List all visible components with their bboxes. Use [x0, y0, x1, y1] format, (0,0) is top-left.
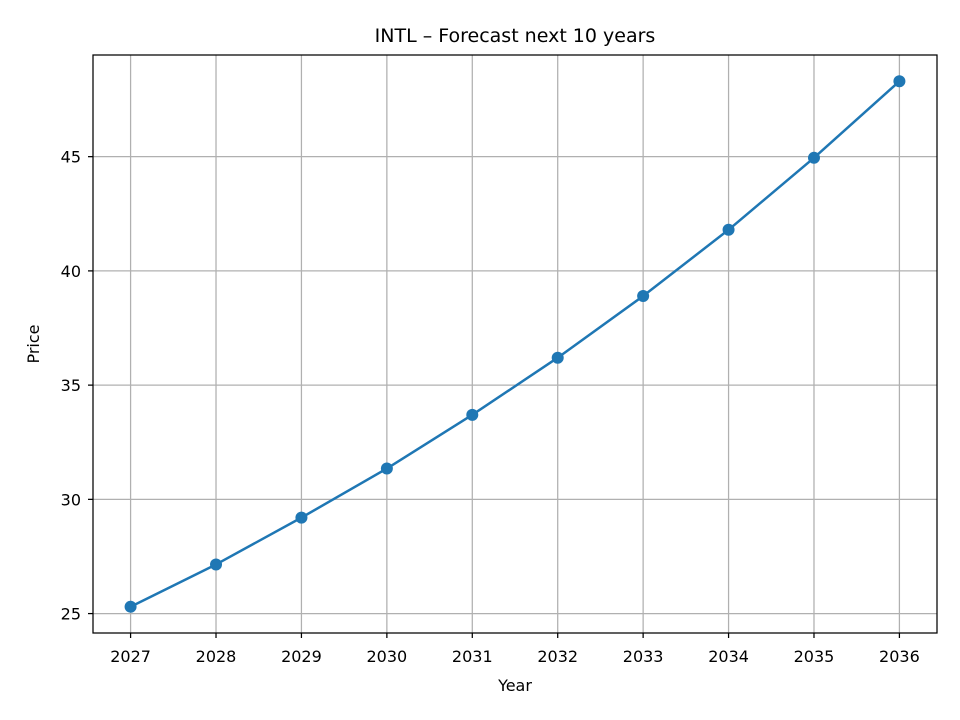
- x-tick-label: 2028: [196, 647, 237, 666]
- y-axis-title: Price: [24, 324, 43, 363]
- data-point: [124, 600, 137, 613]
- x-tick-label: 2031: [452, 647, 493, 666]
- data-point: [210, 558, 223, 571]
- x-tick-label: 2032: [537, 647, 578, 666]
- x-tick-label: 2030: [367, 647, 408, 666]
- y-tick-label: 40: [61, 262, 81, 281]
- x-axis-title: Year: [497, 676, 532, 695]
- ticks: 2027 2028 2029 2030 2031 2032 2033 2034 2035 2036…: [61, 148, 920, 666]
- data-point: [551, 351, 564, 364]
- y-tick-label: 30: [61, 490, 81, 509]
- y-tick-label: 45: [61, 148, 81, 167]
- x-tick-label: 2027: [110, 647, 151, 666]
- plot-frame: [92, 54, 938, 634]
- x-tick-label: 2029: [281, 647, 322, 666]
- y-tick-label: 25: [61, 605, 81, 624]
- x-tick-label: 2035: [794, 647, 835, 666]
- chart-title: INTL – Forecast next 10 years: [375, 25, 656, 47]
- y-tick-label: 35: [61, 376, 81, 395]
- x-tick-label: 2036: [879, 647, 920, 666]
- data-point: [380, 462, 393, 475]
- data-point: [722, 223, 735, 236]
- x-tick-label: 2034: [708, 647, 749, 666]
- data-point: [893, 75, 906, 88]
- data-point: [637, 290, 650, 303]
- data-point: [295, 511, 308, 524]
- x-tick-label: 2033: [623, 647, 664, 666]
- data-point: [466, 408, 479, 421]
- data-point: [807, 151, 820, 164]
- series-layer: [124, 75, 906, 613]
- series-line: [130, 80, 901, 608]
